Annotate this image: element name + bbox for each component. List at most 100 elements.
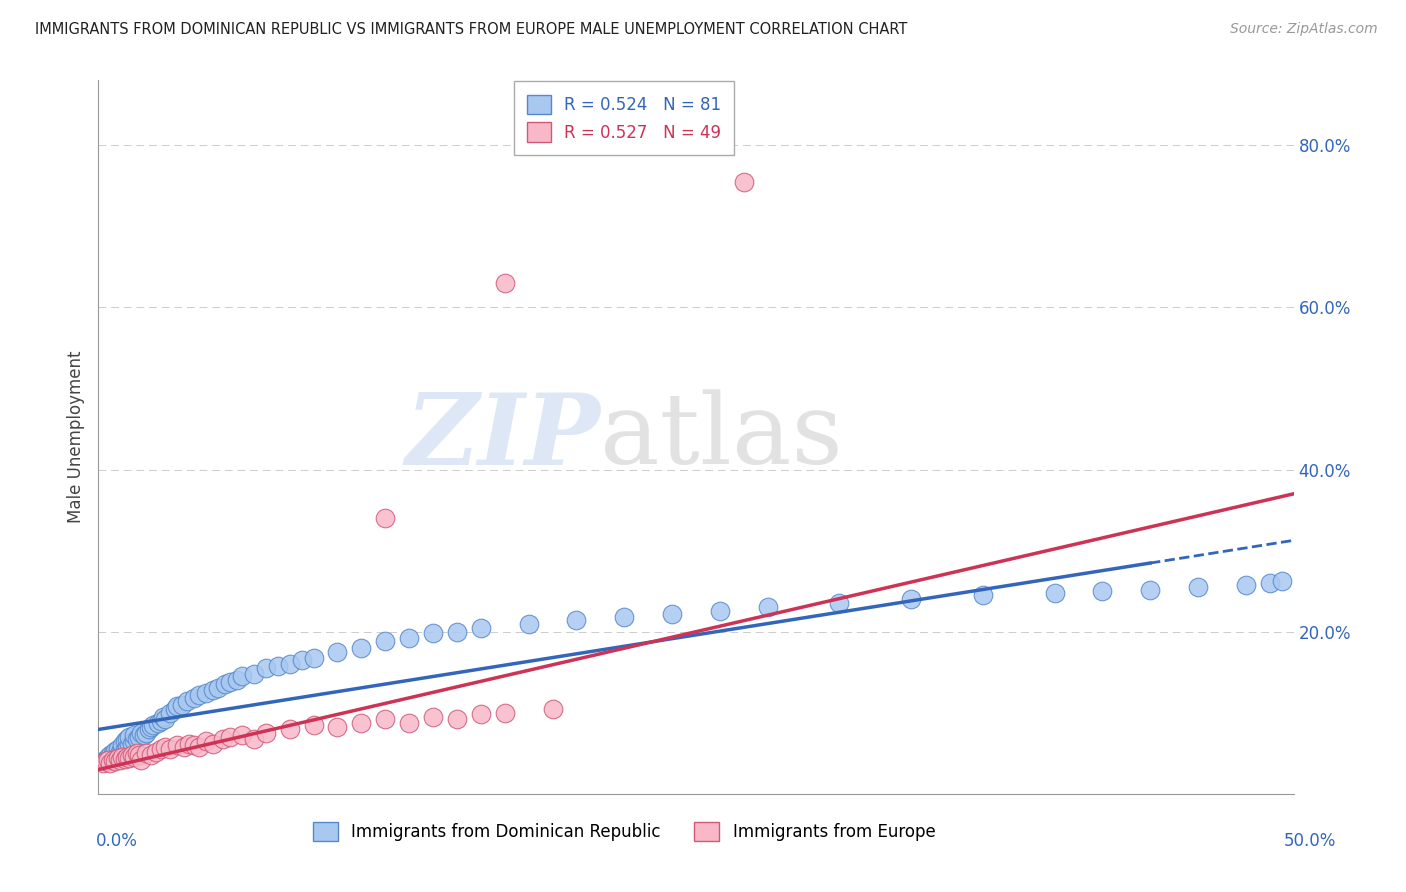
- Point: [541, 702, 564, 716]
- Point: [108, 753, 131, 767]
- Point: [97, 753, 120, 767]
- Point: [111, 738, 134, 752]
- Point: [124, 750, 146, 764]
- Point: [374, 511, 396, 525]
- Point: [422, 710, 444, 724]
- Text: 0.0%: 0.0%: [96, 831, 138, 849]
- Text: atlas: atlas: [600, 389, 844, 485]
- Point: [1271, 574, 1294, 589]
- Point: [350, 715, 373, 730]
- Point: [446, 624, 468, 639]
- Point: [97, 750, 120, 764]
- Text: Source: ZipAtlas.com: Source: ZipAtlas.com: [1230, 22, 1378, 37]
- Point: [142, 718, 165, 732]
- Point: [104, 747, 127, 762]
- Point: [149, 742, 172, 756]
- Point: [101, 753, 124, 767]
- Point: [422, 626, 444, 640]
- Point: [972, 588, 994, 602]
- Point: [470, 707, 492, 722]
- Point: [135, 726, 157, 740]
- Point: [101, 747, 124, 761]
- Point: [195, 734, 218, 748]
- Point: [159, 742, 181, 756]
- Point: [226, 673, 249, 688]
- Point: [135, 747, 157, 761]
- Point: [152, 710, 174, 724]
- Point: [145, 745, 167, 759]
- Point: [138, 722, 160, 736]
- Point: [1234, 577, 1257, 591]
- Point: [98, 755, 122, 769]
- Point: [114, 734, 136, 748]
- Point: [613, 610, 636, 624]
- Point: [166, 738, 188, 752]
- Point: [94, 753, 117, 767]
- Point: [398, 631, 420, 645]
- Point: [139, 720, 162, 734]
- Point: [115, 739, 138, 754]
- Point: [107, 749, 129, 764]
- Point: [195, 685, 218, 699]
- Point: [661, 607, 683, 621]
- Point: [155, 739, 177, 754]
- Point: [494, 276, 516, 290]
- Point: [121, 737, 143, 751]
- Point: [91, 755, 114, 769]
- Point: [104, 744, 127, 758]
- Point: [219, 730, 242, 744]
- Point: [125, 747, 148, 761]
- Point: [211, 731, 233, 746]
- Point: [187, 739, 209, 754]
- Point: [291, 653, 314, 667]
- Point: [183, 738, 205, 752]
- Text: ZIP: ZIP: [405, 389, 600, 485]
- Point: [219, 675, 242, 690]
- Point: [756, 600, 779, 615]
- Point: [115, 749, 138, 764]
- Point: [104, 751, 127, 765]
- Point: [121, 747, 143, 762]
- Point: [900, 592, 922, 607]
- Point: [149, 714, 172, 728]
- Point: [470, 621, 492, 635]
- Point: [111, 750, 134, 764]
- Point: [398, 715, 420, 730]
- Point: [709, 604, 731, 618]
- Point: [111, 742, 134, 756]
- Point: [254, 726, 277, 740]
- Point: [111, 747, 134, 761]
- Point: [187, 688, 209, 702]
- Point: [350, 640, 373, 655]
- Point: [124, 734, 146, 748]
- Point: [374, 634, 396, 648]
- Point: [166, 699, 188, 714]
- Point: [243, 731, 266, 746]
- Point: [114, 742, 136, 756]
- Point: [108, 745, 131, 759]
- Point: [326, 645, 349, 659]
- Point: [107, 742, 129, 756]
- Point: [1187, 580, 1209, 594]
- Point: [565, 613, 588, 627]
- Point: [302, 650, 325, 665]
- Point: [98, 756, 122, 770]
- Point: [176, 693, 198, 707]
- Point: [124, 729, 146, 743]
- Point: [267, 658, 290, 673]
- Point: [159, 706, 181, 720]
- Point: [118, 730, 141, 744]
- Point: [183, 691, 205, 706]
- Point: [231, 669, 253, 683]
- Point: [207, 681, 229, 696]
- Point: [131, 726, 153, 740]
- Point: [278, 722, 301, 736]
- Point: [107, 751, 129, 765]
- Point: [115, 731, 138, 746]
- Point: [173, 739, 195, 754]
- Point: [155, 712, 177, 726]
- Point: [374, 712, 396, 726]
- Point: [202, 683, 225, 698]
- Point: [118, 738, 141, 752]
- Point: [132, 729, 155, 743]
